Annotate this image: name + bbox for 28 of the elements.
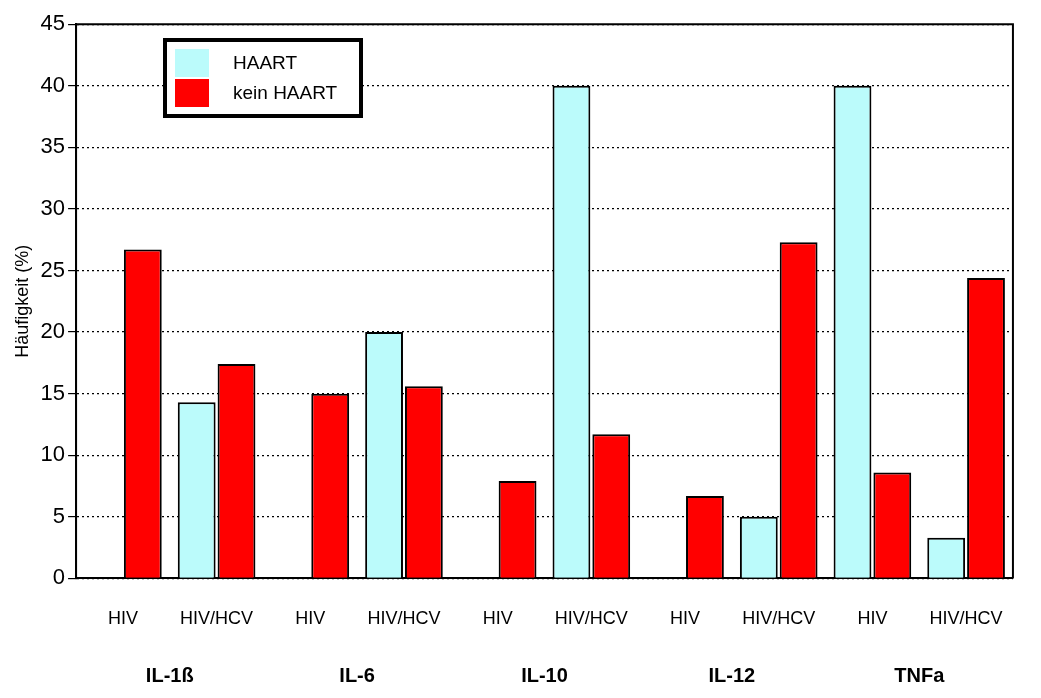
x-tick-label: HIV <box>482 608 513 629</box>
y-axis-title: Häufigkeit (%) <box>11 244 32 358</box>
x-tick-label: HIV/HCV <box>180 608 254 629</box>
text: IL-10 <box>521 663 568 686</box>
y-tick-label: 5 <box>52 502 66 528</box>
legend-label: HAART <box>233 52 298 74</box>
x-tick-label: HIV/HCV <box>554 608 628 629</box>
y-tick-label: 35 <box>40 133 66 159</box>
x-tick-label: HIV <box>107 608 138 629</box>
y-tick-label: 45 <box>40 10 66 36</box>
text: IL-12 <box>708 663 756 686</box>
text: IL-6 <box>339 663 375 686</box>
y-tick-label: 20 <box>40 318 66 344</box>
y-tick-label: 25 <box>40 256 66 282</box>
legend-label: kein HAART <box>233 82 338 104</box>
y-tick-label: 40 <box>40 71 66 97</box>
x-tick-label: HIV <box>295 608 326 629</box>
y-tick-label: 0 <box>52 564 66 590</box>
y-tick-label: 15 <box>40 379 66 405</box>
y-tick-label: 30 <box>40 195 66 220</box>
y-tick-label: 10 <box>40 441 66 467</box>
x-tick-label: HIV/HCV <box>367 608 441 629</box>
text: TNFa <box>894 663 946 686</box>
x-tick-label: HIV <box>670 608 701 629</box>
x-tick-label: HIV/HCV <box>929 608 1003 629</box>
x-tick-label: HIV <box>857 608 888 629</box>
text: IL-1ß <box>145 663 194 686</box>
x-tick-label: HIV/HCV <box>742 608 816 629</box>
